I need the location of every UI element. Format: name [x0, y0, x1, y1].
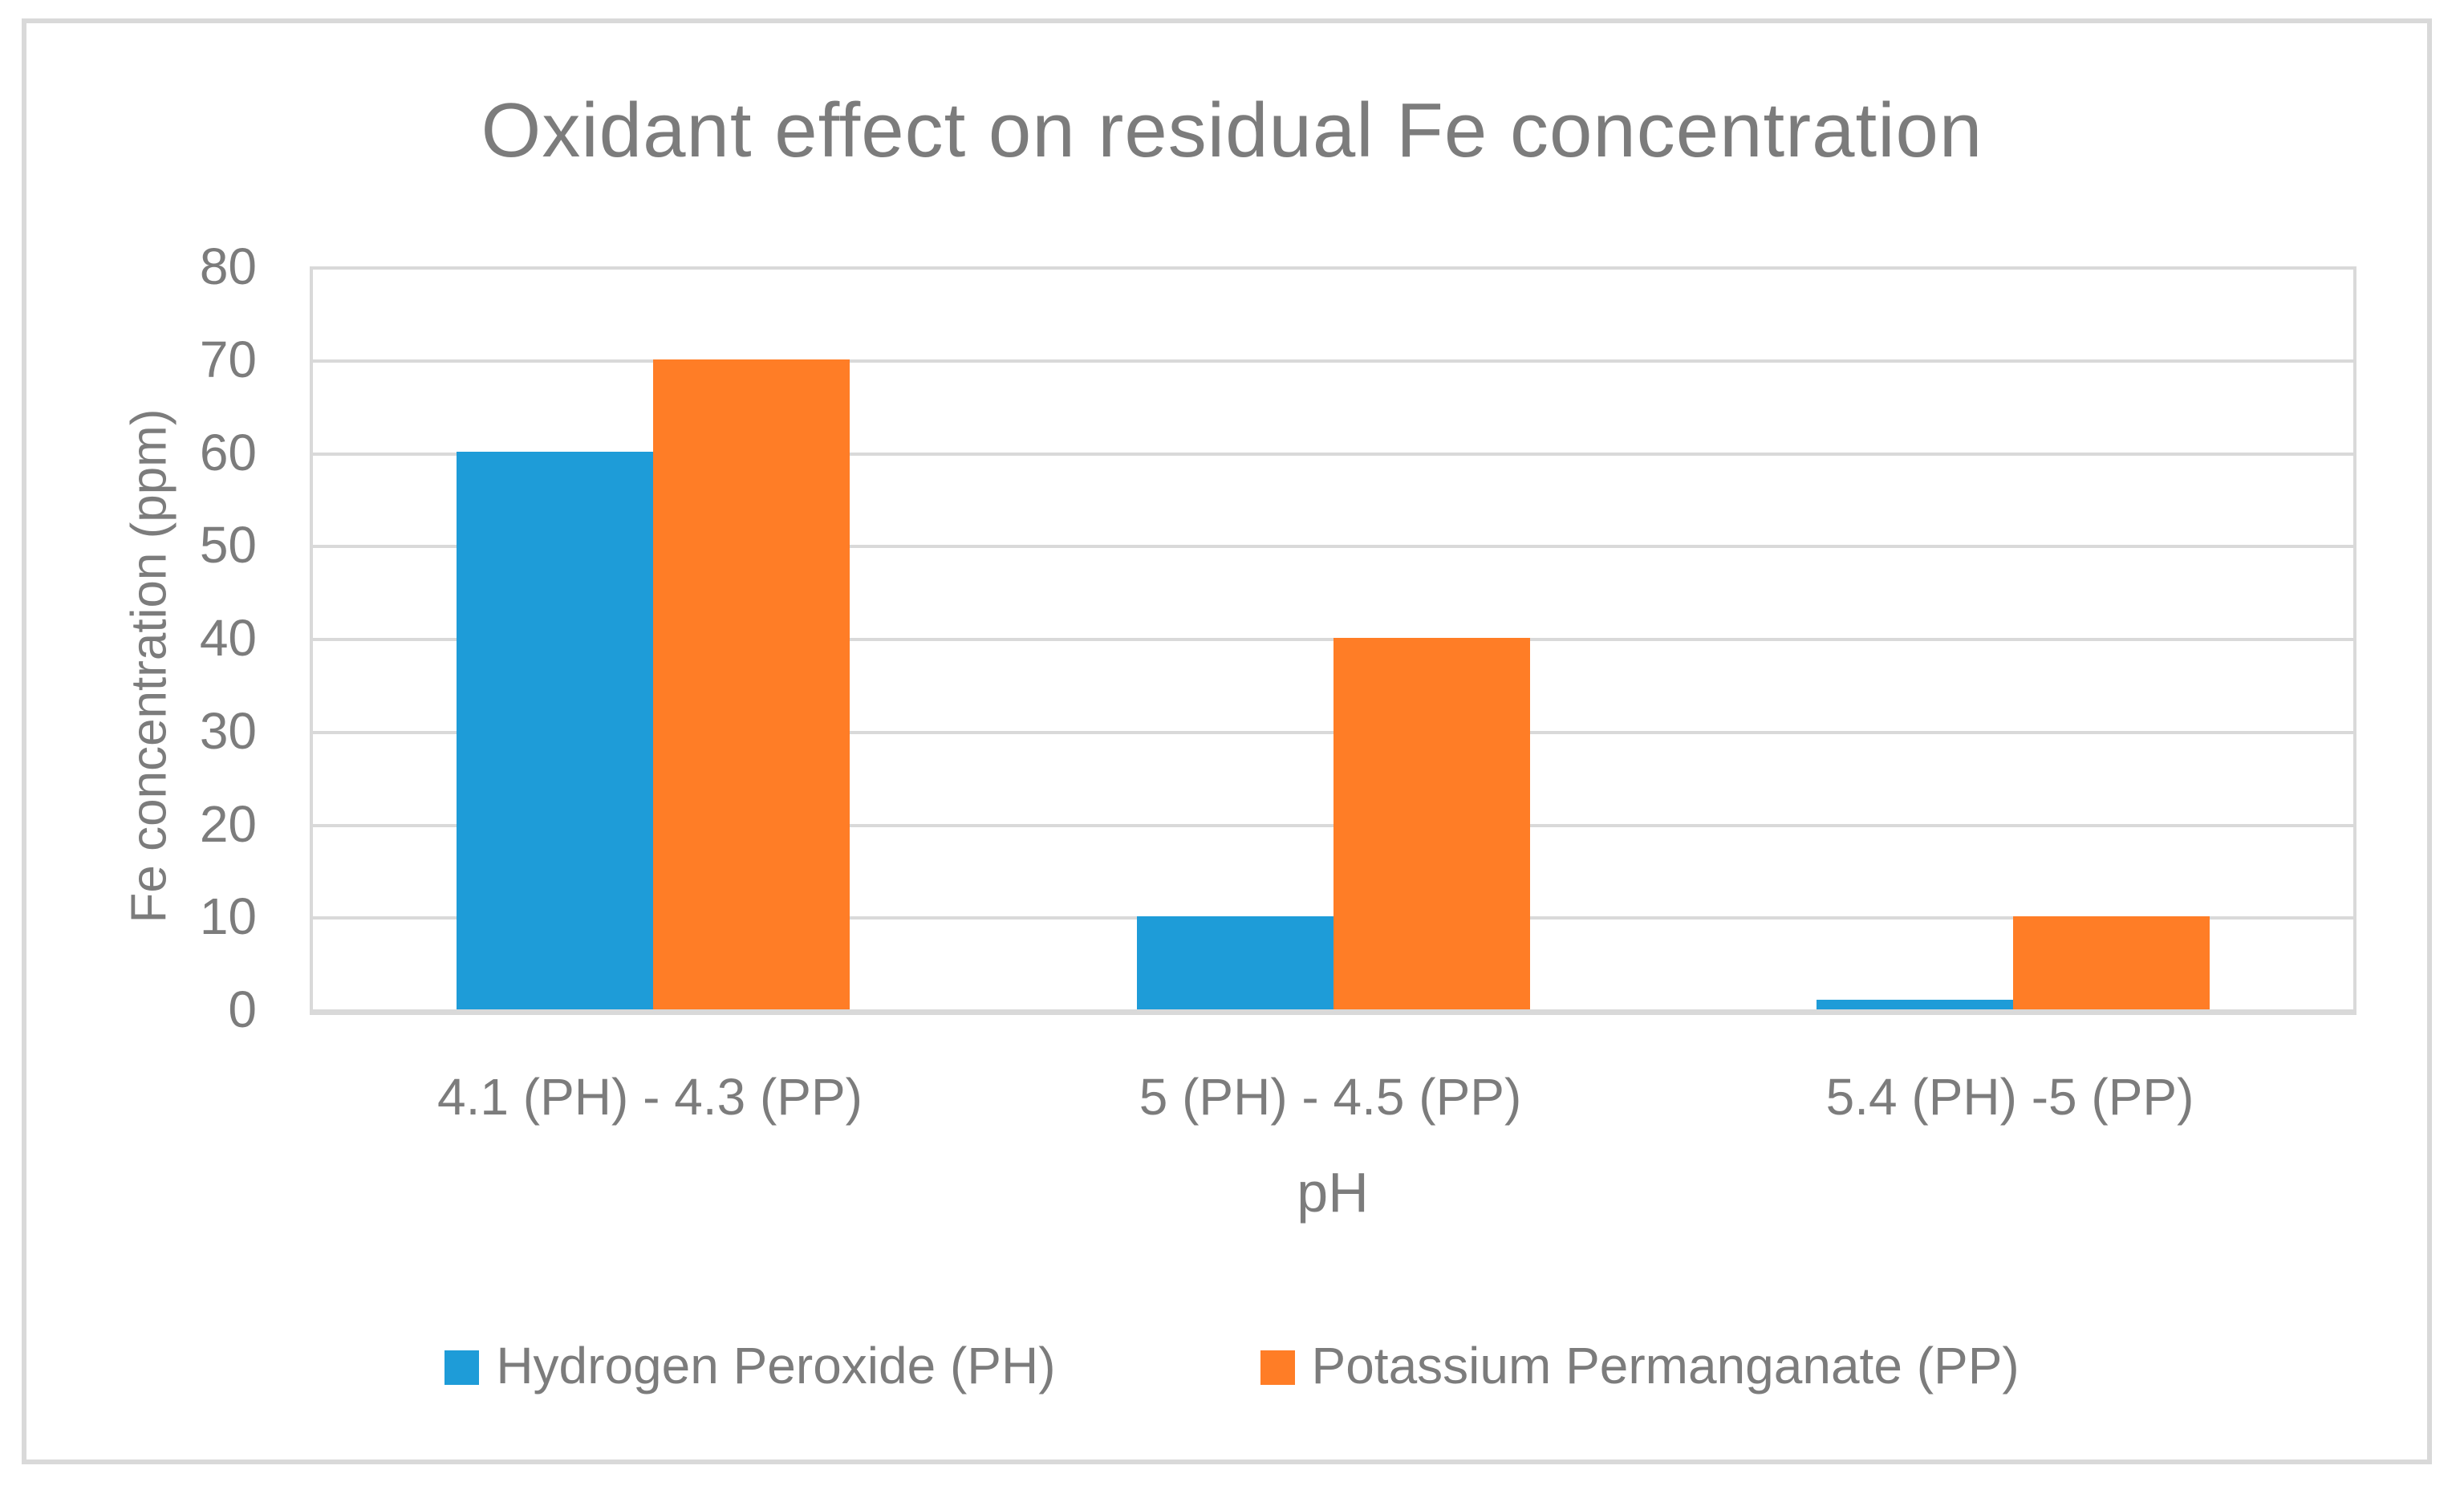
- gridline-50: [313, 545, 2353, 548]
- bar-series2-category3: [2013, 916, 2210, 1009]
- y-tick-label-10: 10: [199, 887, 257, 945]
- chart-title: Oxidant effect on residual Fe concentrat…: [481, 87, 1983, 173]
- bar-series1-category3: [1817, 1000, 2013, 1009]
- x-axis-title: pH: [1297, 1161, 1369, 1224]
- y-tick-label-0: 0: [228, 980, 257, 1038]
- bar-series1-category2: [1137, 916, 1333, 1009]
- x-category-label-3: 5.4 (PH) -5 (PP): [1825, 1068, 2194, 1126]
- x-category-label-2: 5 (PH) - 4.5 (PP): [1139, 1068, 1522, 1126]
- plot-area: [310, 266, 2356, 1015]
- y-tick-label-70: 70: [199, 331, 257, 388]
- x-category-label-1: 4.1 (PH) - 4.3 (PP): [437, 1068, 863, 1126]
- legend-label: Hydrogen Peroxide (PH): [496, 1337, 1056, 1395]
- legend-swatch-icon: [1260, 1350, 1295, 1385]
- y-tick-label-30: 30: [199, 702, 257, 760]
- legend-swatch-icon: [444, 1350, 480, 1385]
- gridline-70: [313, 359, 2353, 363]
- y-tick-label-40: 40: [199, 609, 257, 667]
- bar-series2-category1: [653, 359, 850, 1009]
- gridline-30: [313, 731, 2353, 734]
- y-tick-label-60: 60: [199, 424, 257, 481]
- legend-label: Potassium Permanganate (PP): [1311, 1337, 2020, 1395]
- gridline-60: [313, 453, 2353, 456]
- y-tick-label-50: 50: [199, 516, 257, 574]
- legend: Hydrogen Peroxide (PH) Potassium Permanga…: [0, 1337, 2464, 1395]
- bar-series2-category2: [1333, 638, 1530, 1009]
- y-tick-label-20: 20: [199, 795, 257, 853]
- legend-item-1: Hydrogen Peroxide (PH): [444, 1337, 1056, 1395]
- bar-series1-category1: [457, 452, 653, 1009]
- chart-outer-border: [22, 18, 2432, 1464]
- legend-item-2: Potassium Permanganate (PP): [1260, 1337, 2020, 1395]
- gridline-20: [313, 824, 2353, 827]
- gridline-40: [313, 638, 2353, 641]
- y-tick-label-80: 80: [199, 237, 257, 295]
- gridline-80: [313, 266, 2353, 270]
